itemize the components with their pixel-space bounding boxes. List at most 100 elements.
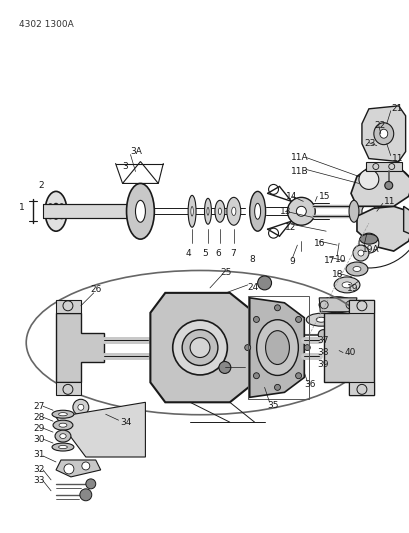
Text: 32: 32 — [33, 465, 45, 474]
Ellipse shape — [58, 446, 67, 449]
Ellipse shape — [256, 320, 298, 375]
Text: 35: 35 — [267, 401, 279, 410]
Circle shape — [295, 317, 301, 322]
Text: 7: 7 — [229, 248, 235, 257]
Ellipse shape — [341, 282, 351, 288]
Ellipse shape — [135, 200, 145, 222]
Circle shape — [48, 215, 52, 219]
Ellipse shape — [204, 198, 211, 224]
Text: 22: 22 — [374, 121, 385, 130]
Circle shape — [218, 361, 230, 374]
Ellipse shape — [188, 196, 196, 227]
Text: 25: 25 — [219, 269, 231, 278]
Circle shape — [303, 345, 310, 351]
Polygon shape — [56, 313, 103, 382]
Ellipse shape — [190, 337, 209, 358]
Text: 14: 14 — [286, 192, 297, 201]
Text: 5: 5 — [202, 248, 207, 257]
Ellipse shape — [354, 197, 382, 225]
Circle shape — [296, 206, 306, 216]
Text: 28: 28 — [33, 413, 45, 422]
Text: 3A: 3A — [130, 147, 142, 156]
Text: 6: 6 — [214, 248, 220, 257]
Text: 4302 1300A: 4302 1300A — [19, 20, 74, 29]
Text: 40: 40 — [344, 348, 355, 357]
Text: 31: 31 — [33, 449, 45, 458]
Ellipse shape — [207, 207, 209, 215]
Polygon shape — [319, 298, 356, 312]
Ellipse shape — [254, 203, 260, 219]
Text: 13: 13 — [279, 207, 290, 216]
Ellipse shape — [172, 320, 227, 375]
Ellipse shape — [45, 191, 67, 231]
Ellipse shape — [345, 262, 367, 276]
Circle shape — [274, 305, 280, 311]
Ellipse shape — [315, 317, 326, 322]
Polygon shape — [365, 161, 401, 172]
Text: 38: 38 — [317, 348, 328, 357]
Polygon shape — [249, 298, 303, 397]
Text: 9: 9 — [289, 256, 294, 265]
Circle shape — [78, 404, 83, 410]
Polygon shape — [356, 206, 409, 251]
Ellipse shape — [226, 197, 240, 225]
Text: 11: 11 — [391, 154, 402, 163]
Text: 29: 29 — [33, 424, 45, 433]
Polygon shape — [43, 204, 130, 218]
Circle shape — [82, 462, 90, 470]
Text: 21: 21 — [391, 104, 402, 114]
Text: 2: 2 — [38, 181, 44, 190]
Ellipse shape — [352, 266, 360, 271]
Text: 19A: 19A — [361, 245, 379, 254]
Polygon shape — [361, 106, 405, 161]
Polygon shape — [150, 293, 254, 402]
Circle shape — [253, 317, 259, 322]
Polygon shape — [350, 164, 409, 206]
Circle shape — [80, 489, 92, 501]
Ellipse shape — [373, 123, 393, 144]
Ellipse shape — [58, 413, 67, 416]
Text: 24: 24 — [247, 284, 258, 293]
Circle shape — [358, 233, 378, 253]
Text: 16: 16 — [313, 239, 325, 248]
Text: 33: 33 — [33, 477, 45, 486]
Circle shape — [358, 169, 378, 189]
Ellipse shape — [182, 330, 217, 366]
Circle shape — [73, 399, 89, 415]
Circle shape — [295, 373, 301, 378]
Circle shape — [253, 373, 259, 378]
Polygon shape — [56, 460, 101, 477]
Ellipse shape — [53, 420, 73, 430]
Text: 18: 18 — [331, 270, 343, 279]
Text: 30: 30 — [33, 434, 45, 443]
Text: 37: 37 — [317, 336, 328, 345]
Circle shape — [59, 204, 63, 208]
Text: 34: 34 — [120, 418, 132, 427]
Ellipse shape — [52, 410, 74, 418]
Text: 1: 1 — [19, 203, 25, 212]
Text: 11A: 11A — [291, 153, 308, 162]
Ellipse shape — [306, 313, 335, 326]
Ellipse shape — [265, 330, 289, 365]
Circle shape — [48, 204, 52, 208]
Polygon shape — [348, 382, 373, 395]
Text: 8: 8 — [249, 255, 255, 263]
Ellipse shape — [348, 200, 358, 222]
Circle shape — [59, 215, 63, 219]
Polygon shape — [348, 300, 373, 313]
Circle shape — [384, 181, 392, 189]
Circle shape — [357, 250, 363, 256]
Text: 27: 27 — [33, 402, 45, 411]
Ellipse shape — [60, 434, 66, 439]
Text: 15: 15 — [319, 192, 330, 201]
Ellipse shape — [218, 208, 221, 215]
Polygon shape — [324, 300, 373, 395]
Circle shape — [274, 384, 280, 390]
Text: 10: 10 — [334, 255, 346, 263]
Ellipse shape — [319, 297, 354, 313]
Text: 39: 39 — [317, 360, 328, 369]
Text: 17: 17 — [324, 255, 335, 264]
Ellipse shape — [52, 443, 74, 451]
Polygon shape — [56, 402, 145, 457]
Polygon shape — [56, 300, 81, 313]
